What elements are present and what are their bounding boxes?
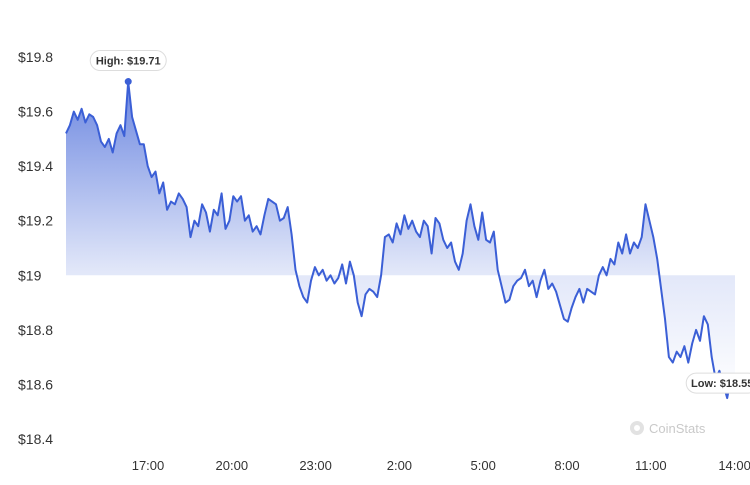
y-tick-label: $18.8	[18, 322, 53, 338]
y-tick-label: $19.8	[18, 49, 53, 65]
high-label: High: $19.71	[96, 56, 161, 68]
y-tick-label: $19.4	[18, 158, 53, 174]
x-tick-label: 14:00	[718, 458, 750, 473]
high-label-box	[89, 50, 167, 72]
watermark: CoinStats	[630, 421, 706, 436]
x-tick-label: 23:00	[299, 458, 332, 473]
x-tick-label: 5:00	[471, 458, 496, 473]
y-tick-label: $19	[18, 267, 42, 283]
low-annotation: Low: $18.55	[685, 372, 750, 394]
x-tick-label: 17:00	[132, 458, 165, 473]
x-tick-label: 11:00	[635, 458, 667, 473]
y-tick-label: $18.4	[18, 431, 53, 447]
watermark-text: CoinStats	[649, 421, 706, 436]
high-annotation: High: $19.71	[89, 50, 167, 86]
x-tick-label: 2:00	[387, 458, 412, 473]
y-tick-label: $19.6	[18, 104, 53, 120]
price-line	[65, 80, 736, 400]
y-tick-label: $19.2	[18, 213, 53, 229]
x-tick-label: 20:00	[216, 458, 249, 473]
y-tick-label: $18.6	[18, 376, 53, 392]
y-axis: $19.8 $19.6 $19.4 $19.2 $19 $18.8 $18.6 $18.4	[18, 49, 53, 447]
x-axis: 17:00 20:00 23:00 2:00 5:00 8:00 11:00 14:00	[132, 458, 750, 473]
price-area-fill	[66, 81, 735, 399]
coinstats-logo-icon-inner	[634, 425, 640, 431]
low-label: Low: $18.55	[691, 378, 750, 390]
low-label-box	[685, 372, 750, 394]
high-marker	[124, 78, 132, 86]
x-tick-label: 8:00	[554, 458, 579, 473]
